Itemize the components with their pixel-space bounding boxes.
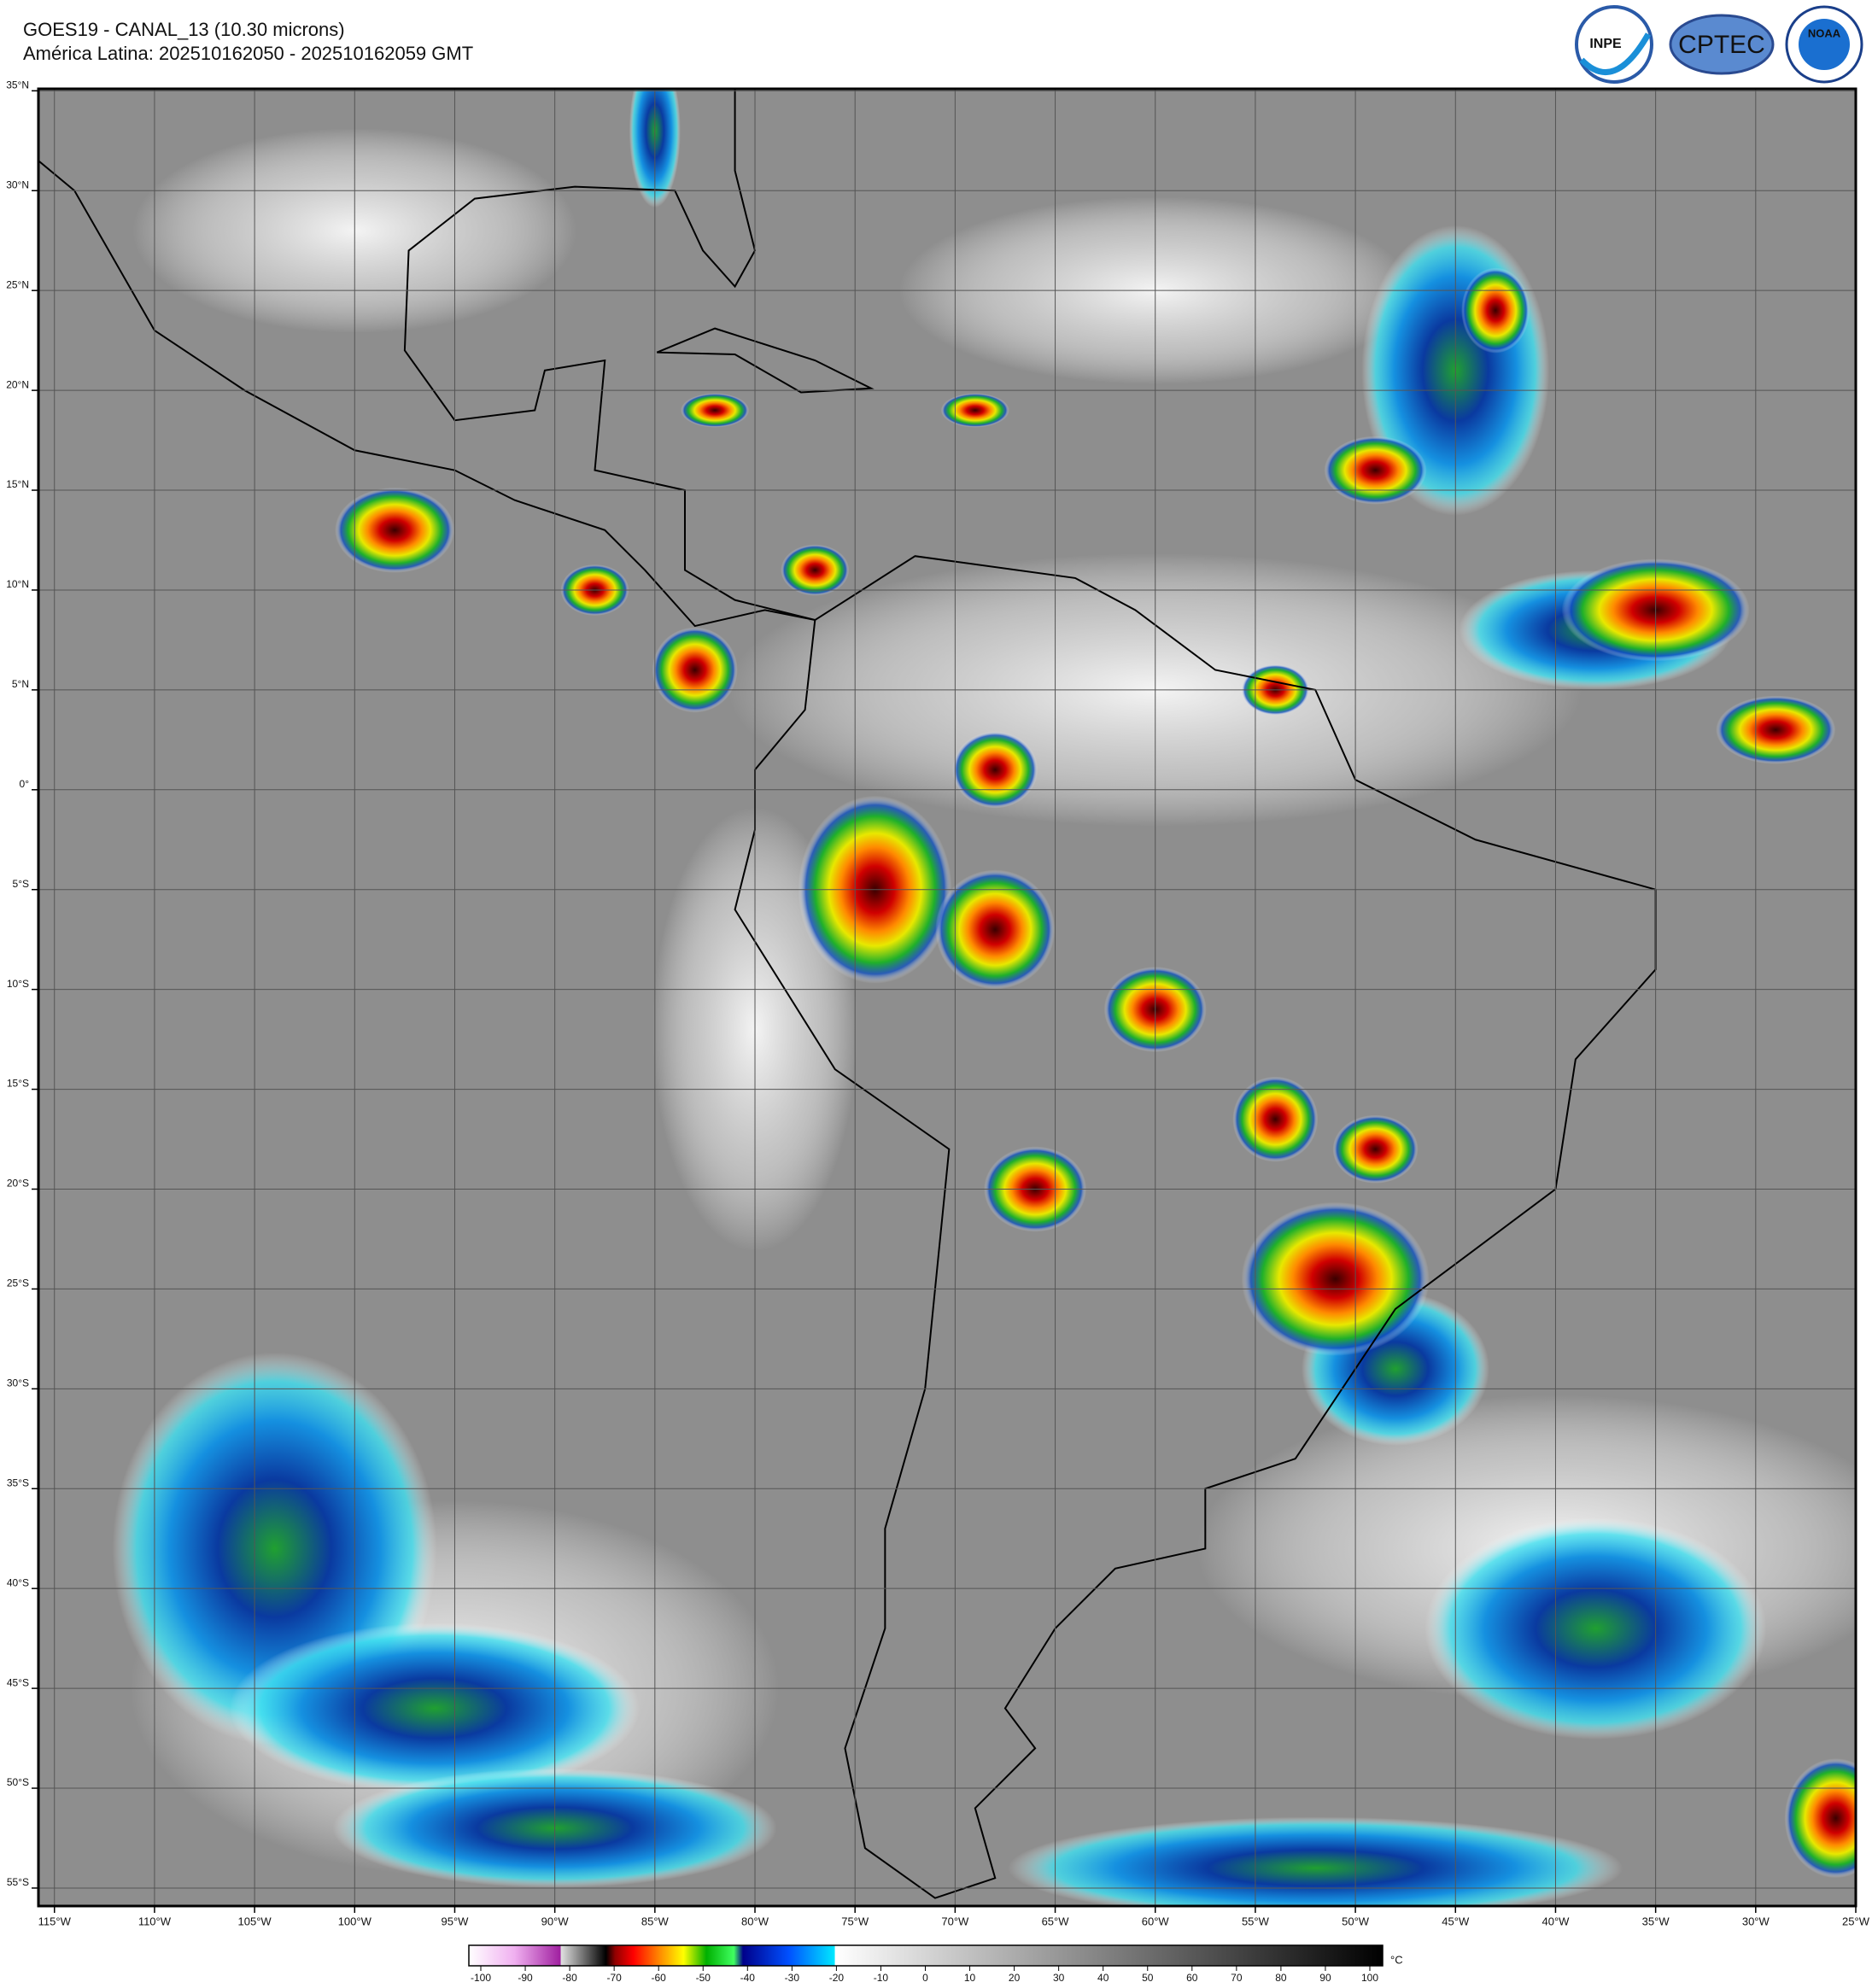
lat-label: 50°S bbox=[7, 1776, 29, 1788]
lat-label: 5°S bbox=[13, 878, 29, 890]
lat-label: 40°S bbox=[7, 1576, 29, 1588]
colorbar-tick-label: 30 bbox=[1053, 1972, 1065, 1984]
lat-label: 0° bbox=[20, 778, 30, 790]
lon-label: 60°W bbox=[1142, 1915, 1170, 1927]
lon-label: 75°W bbox=[841, 1915, 869, 1927]
map-frame bbox=[37, 87, 1857, 1908]
lon-label: 100°W bbox=[338, 1915, 372, 1927]
lat-label: 25°N bbox=[6, 278, 29, 290]
lat-label: 30°S bbox=[7, 1377, 29, 1389]
lon-label: 45°W bbox=[1442, 1915, 1470, 1927]
colorbar-tick-label: -70 bbox=[606, 1972, 622, 1984]
title: GOES19 - CANAL_13 (10.30 microns) bbox=[23, 19, 345, 40]
lat-label: 45°S bbox=[7, 1676, 29, 1688]
cloud-feature bbox=[1324, 436, 1427, 505]
lon-label: 35°W bbox=[1642, 1915, 1670, 1927]
lat-label: 15°S bbox=[7, 1078, 29, 1090]
colorbar-tick-label: -30 bbox=[785, 1972, 800, 1984]
cloud-feature bbox=[1241, 1202, 1430, 1356]
colorbar-tick-label: -60 bbox=[652, 1972, 667, 1984]
colorbar-tick-label: 0 bbox=[922, 1972, 928, 1984]
colorbar-tick-label: 100 bbox=[1361, 1972, 1378, 1984]
lat-label: 5°N bbox=[12, 678, 29, 690]
lon-label: 115°W bbox=[38, 1915, 72, 1927]
lat-label: 15°N bbox=[6, 478, 29, 490]
colorbar-tick-label: 40 bbox=[1097, 1972, 1109, 1984]
colorbar-tick-label: -50 bbox=[696, 1972, 711, 1984]
cloud-feature bbox=[1461, 267, 1530, 354]
colorbar-tick-label: 80 bbox=[1275, 1972, 1287, 1984]
lon-label: 95°W bbox=[442, 1915, 470, 1927]
cloud-feature bbox=[652, 627, 738, 713]
cloud-feature bbox=[335, 487, 455, 573]
colorbar-tick-label: 60 bbox=[1186, 1972, 1198, 1984]
cloud-feature bbox=[1008, 1816, 1623, 1906]
cloud-feature bbox=[952, 731, 1038, 809]
cloud-feature bbox=[781, 544, 850, 596]
coastline bbox=[656, 327, 875, 394]
colorbar-tick-label: 50 bbox=[1142, 1972, 1154, 1984]
lon-label: 85°W bbox=[641, 1915, 670, 1927]
lon-label: 70°W bbox=[941, 1915, 969, 1927]
lat-label: 35°N bbox=[6, 79, 29, 91]
lon-label: 105°W bbox=[238, 1915, 272, 1927]
cloud-feature bbox=[935, 869, 1056, 990]
logo-noaa: NOAA bbox=[1785, 5, 1863, 84]
lon-label: 40°W bbox=[1541, 1915, 1570, 1927]
cloud-feature bbox=[681, 393, 750, 428]
logo-text: INPE bbox=[1589, 37, 1622, 51]
lon-label: 80°W bbox=[741, 1915, 769, 1927]
logo-text: NOAA bbox=[1808, 26, 1841, 39]
subtitle: América Latina: 202510162050 - 202510162… bbox=[23, 43, 473, 64]
colorbar-tick-label: 10 bbox=[964, 1972, 976, 1984]
colorbar-tick-label: 90 bbox=[1319, 1972, 1331, 1984]
logo-inpe: INPE bbox=[1575, 5, 1653, 84]
lat-label: 20°S bbox=[7, 1178, 29, 1190]
lon-label: 55°W bbox=[1242, 1915, 1270, 1927]
lon-label: 50°W bbox=[1342, 1915, 1370, 1927]
colorbar-tick-label: -40 bbox=[740, 1972, 756, 1984]
map bbox=[38, 89, 1856, 1906]
cloud-feature bbox=[230, 1623, 641, 1794]
logo-text: CPTEC bbox=[1678, 31, 1765, 59]
lat-label: 30°N bbox=[6, 178, 29, 190]
colorbar-unit: °C bbox=[1390, 1953, 1403, 1966]
lat-label: 20°N bbox=[6, 378, 29, 390]
colorbar-tick-label: -100 bbox=[471, 1972, 491, 1984]
lon-label: 110°W bbox=[138, 1915, 172, 1927]
colorbar-tick-label: -10 bbox=[874, 1972, 889, 1984]
cloud-feature bbox=[1232, 1076, 1319, 1162]
lat-label: 35°S bbox=[7, 1476, 29, 1488]
lat-label: 55°S bbox=[7, 1876, 29, 1888]
cloud-feature bbox=[1424, 1517, 1767, 1740]
colorbar-tick-label: -80 bbox=[562, 1972, 577, 1984]
cloud-feature bbox=[940, 393, 1009, 428]
colorbar-tick-label: 20 bbox=[1009, 1972, 1021, 1984]
lat-label: 25°S bbox=[7, 1278, 29, 1289]
lon-label: 90°W bbox=[541, 1915, 570, 1927]
cloud-feature bbox=[1716, 695, 1836, 764]
lat-label: 10°S bbox=[7, 978, 29, 990]
colorbar-tick-label: -90 bbox=[518, 1972, 533, 1984]
logo-cptec: CPTEC bbox=[1669, 14, 1775, 75]
lon-label: 65°W bbox=[1042, 1915, 1070, 1927]
cloud-feature bbox=[1332, 1114, 1419, 1184]
coastline bbox=[38, 89, 816, 628]
colorbar bbox=[468, 1944, 1384, 1967]
colorbar-tick-label: -20 bbox=[829, 1972, 845, 1984]
lon-label: 30°W bbox=[1742, 1915, 1770, 1927]
coastline bbox=[734, 555, 1657, 1899]
colorbar-tick-label: 70 bbox=[1231, 1972, 1243, 1984]
lon-label: 25°W bbox=[1842, 1915, 1870, 1927]
lat-label: 10°N bbox=[6, 578, 29, 590]
